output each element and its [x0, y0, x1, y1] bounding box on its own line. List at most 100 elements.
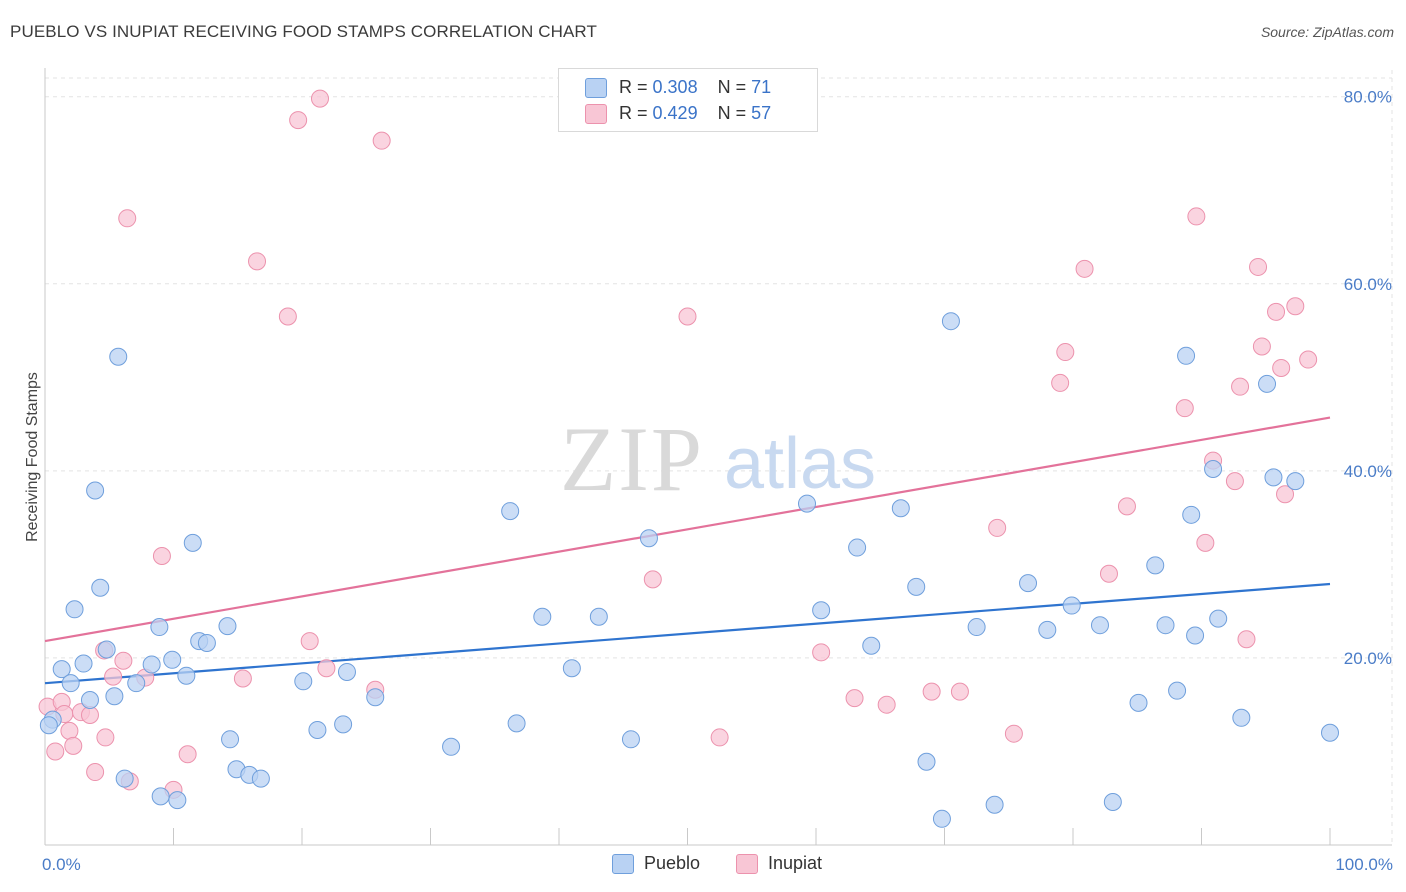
legend-inupiat-r-value: 0.429	[652, 103, 698, 123]
pueblo-point	[163, 650, 182, 669]
legend-inupiat-n-value: 57	[751, 103, 772, 123]
inupiat-point	[710, 728, 729, 747]
pueblo-point	[109, 347, 128, 366]
pueblo-point	[366, 688, 385, 707]
inupiat-point	[1249, 257, 1268, 276]
inupiat-point	[643, 570, 662, 589]
pueblo-point	[334, 715, 353, 734]
legend: R = 0.308 N = 71 R = 0.429 N = 57	[558, 68, 818, 132]
bottom-inupiat-swatch	[736, 854, 758, 874]
pueblo-point	[639, 529, 658, 548]
pueblo-point	[1286, 472, 1305, 491]
inupiat-point	[950, 682, 969, 701]
inupiat-point	[922, 682, 941, 701]
pueblo-point	[177, 666, 196, 685]
inupiat-point	[178, 745, 197, 764]
inupiat-point	[845, 689, 864, 708]
inupiat-point	[1075, 259, 1094, 278]
inupiat-point	[1004, 724, 1023, 743]
watermark-atlas: atlas	[724, 424, 876, 504]
inupiat-point	[60, 721, 79, 740]
inupiat-point	[988, 518, 1007, 537]
pueblo-point	[798, 494, 817, 513]
pueblo-point	[142, 655, 161, 674]
pueblo-point	[197, 633, 216, 652]
inupiat-point	[1299, 350, 1318, 369]
inupiat-point	[812, 643, 831, 662]
pueblo-point	[251, 769, 270, 788]
pueblo-point	[941, 312, 960, 331]
inupiat-point	[1117, 497, 1136, 516]
inupiat-point	[289, 111, 308, 130]
pueblo-point	[1146, 556, 1165, 575]
legend-pueblo-n-value: 71	[751, 77, 772, 97]
pueblo-point	[891, 499, 910, 518]
legend-pueblo-r-value: 0.308	[652, 77, 698, 97]
inupiat-point	[248, 252, 267, 271]
source-label: Source: ZipAtlas.com	[1260, 24, 1394, 40]
pueblo-point	[52, 660, 71, 679]
pueblo-point	[151, 787, 170, 806]
pueblo-point	[221, 730, 240, 749]
inupiat-point	[678, 307, 697, 326]
inupiat-point	[317, 659, 336, 678]
pueblo-point	[507, 714, 526, 733]
inupiat-point	[114, 651, 133, 670]
y-tick-label: 40.0%	[1344, 462, 1392, 481]
inupiat-point	[86, 763, 105, 782]
pueblo-point	[862, 636, 881, 655]
pueblo-point	[967, 618, 986, 637]
watermark-zip: ZIP	[560, 408, 704, 510]
x-tick-label-min: 0.0%	[42, 855, 81, 874]
inupiat-point	[278, 307, 297, 326]
pueblo-point	[812, 601, 831, 620]
inupiat-point	[310, 89, 329, 108]
inupiat-point	[152, 546, 171, 565]
inupiat-point	[1267, 302, 1286, 321]
inupiat-point	[1272, 358, 1291, 377]
pueblo-point	[917, 752, 936, 771]
inupiat-point	[104, 667, 123, 686]
bottom-pueblo-label: Pueblo	[644, 853, 701, 873]
inupiat-point	[1252, 337, 1271, 356]
legend-inupiat-n-label: N =	[717, 103, 747, 123]
pueblo-point	[1258, 374, 1277, 393]
pueblo-point	[1168, 681, 1187, 700]
x-tick-label-max: 100.0%	[1335, 855, 1393, 874]
pueblo-point	[1062, 596, 1081, 615]
pueblo-point	[1321, 723, 1339, 742]
inupiat-point	[1187, 207, 1206, 226]
pueblo-point	[115, 769, 134, 788]
inupiat-point	[1056, 343, 1075, 362]
pueblo-point	[533, 607, 552, 626]
pueblo-point	[86, 481, 105, 500]
pueblo-point	[589, 607, 608, 626]
inupiat-point	[300, 632, 319, 651]
pueblo-point	[501, 502, 520, 521]
pueblo-point	[1156, 616, 1175, 635]
y-tick-label: 60.0%	[1344, 275, 1392, 294]
pueblo-point	[105, 687, 124, 706]
pueblo-swatch	[585, 78, 607, 98]
pueblo-point	[1177, 346, 1196, 365]
pueblo-point	[91, 578, 110, 597]
pueblo-point	[1232, 708, 1251, 727]
pueblo-trend-line	[44, 582, 1331, 685]
inupiat-point	[96, 728, 115, 747]
pueblo-point	[337, 662, 356, 681]
pueblo-point	[61, 674, 80, 693]
inupiat-point	[64, 736, 83, 755]
inupiat-point	[1237, 630, 1256, 649]
pueblo-point	[442, 737, 461, 756]
pueblo-point	[80, 691, 99, 710]
inupiat-point	[1099, 564, 1118, 583]
pueblo-point	[1129, 693, 1148, 712]
inupiat-point	[46, 742, 65, 761]
inupiat-point	[1231, 377, 1250, 396]
chart-title: PUEBLO VS INUPIAT RECEIVING FOOD STAMPS …	[10, 22, 597, 41]
legend-pueblo-r-label: R =	[619, 77, 648, 97]
pueblo-point	[932, 809, 951, 828]
inupiat-point	[1286, 297, 1305, 316]
pueblo-point	[907, 577, 926, 596]
